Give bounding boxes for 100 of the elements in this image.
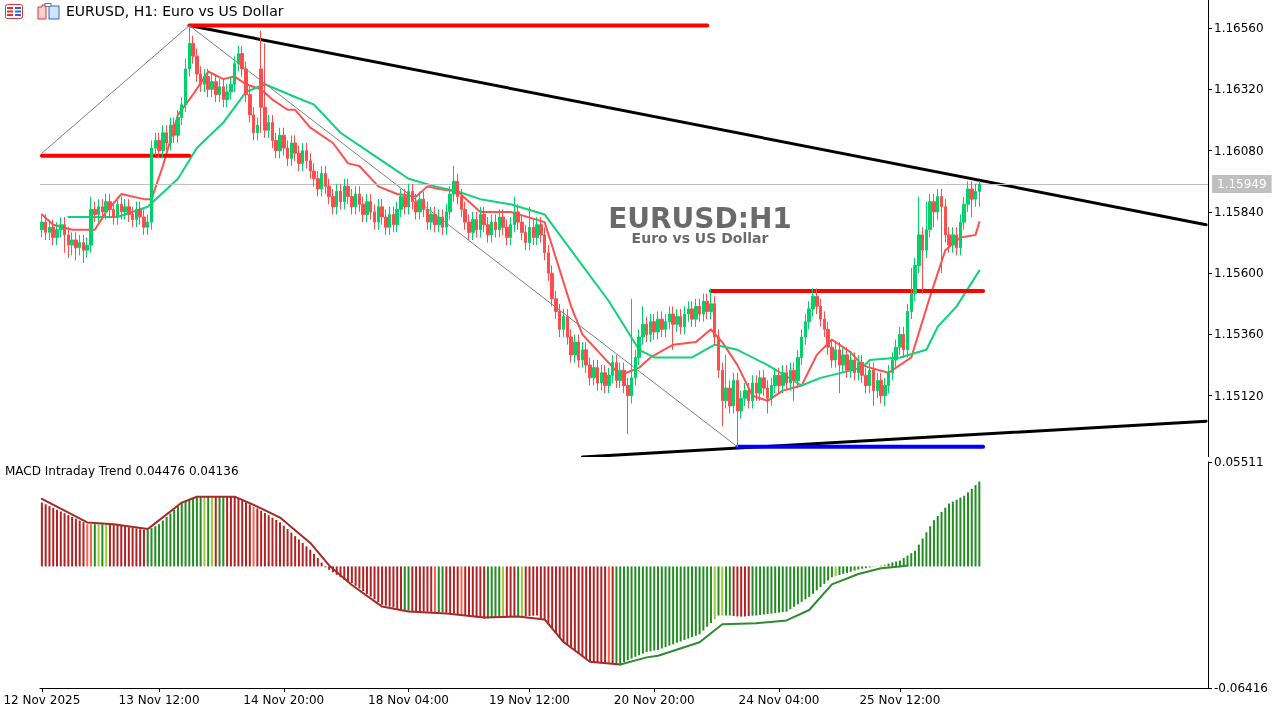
candlestick [751,374,754,409]
bar [687,566,690,639]
bar [929,526,932,567]
bar [260,510,263,567]
candlestick [120,196,123,221]
candlestick [698,298,701,323]
bar [785,566,788,612]
bar [56,509,59,567]
bar [207,496,210,567]
bar [498,566,501,618]
bar [849,566,852,572]
bar [951,501,954,567]
bar [195,496,198,567]
bar [245,502,248,567]
bar [426,566,429,612]
bar [823,566,826,584]
bar [812,566,814,594]
candlestick [600,364,603,392]
bar [127,527,130,567]
bar [222,496,225,567]
bar [173,509,176,567]
bar [853,566,856,571]
candlestick [169,116,172,152]
bar [804,566,807,600]
bar [539,566,542,618]
bar [218,496,221,567]
bar [437,566,440,613]
bar [755,566,758,616]
candlestick [921,226,924,295]
candlestick [290,134,293,167]
bar [131,527,134,567]
candlestick [51,219,55,246]
candlestick [649,313,652,343]
y-tick-label: 1.16560 [1214,21,1264,36]
candlestick [834,341,837,369]
candlestick [335,183,338,215]
bar [399,566,402,610]
candlestick [758,369,762,402]
bar [740,566,743,617]
bar [479,566,482,618]
bar [434,566,436,613]
candlestick [652,313,656,341]
bar [158,524,161,567]
y-tick-label: -0.06416 [1214,681,1268,695]
bar [509,566,512,618]
bar [226,496,229,567]
bar [948,503,951,567]
bar [286,529,289,567]
candlestick [429,206,433,231]
y-tick-label: 1.15600 [1214,266,1264,281]
bar [309,549,312,567]
bar [199,496,202,567]
bar [789,566,792,610]
bar [592,566,595,663]
bar [169,513,172,567]
bar [846,566,849,573]
bar [48,506,51,567]
bar [377,566,380,603]
bar [653,566,656,651]
candlestick [694,298,698,328]
candlestick [494,213,497,238]
bar [925,532,928,567]
candlestick [974,183,977,208]
bar [698,566,701,635]
bar [365,566,368,594]
candlestick [82,234,85,264]
bar [706,566,709,627]
bar [558,566,561,638]
candlestick [978,180,981,208]
candlestick [278,127,282,159]
bar [638,566,641,656]
bar [373,566,376,600]
bar [573,566,576,651]
bar [774,566,777,614]
bar [914,550,917,567]
bar [460,566,463,615]
candlestick [645,316,648,343]
candlestick [44,213,47,241]
bar [966,492,969,567]
candlestick [577,333,580,369]
candlestick [951,226,955,254]
candlestick [781,364,785,394]
bar [657,566,660,650]
bar [815,566,818,591]
candlestick [157,132,161,159]
candlestick [203,68,206,93]
candlestick [777,367,781,394]
bar [528,566,531,617]
candlestick [437,208,441,233]
candlestick [55,221,59,246]
bar [547,566,550,625]
bar [135,528,138,567]
bar [762,566,765,615]
bar [101,524,104,567]
bar [532,566,535,616]
candlestick [671,305,675,351]
y-tick-label: 0.05511 [1214,455,1264,469]
candlestick [736,372,739,448]
y-tick-label: 1.16320 [1214,82,1264,97]
line-series [40,495,622,666]
